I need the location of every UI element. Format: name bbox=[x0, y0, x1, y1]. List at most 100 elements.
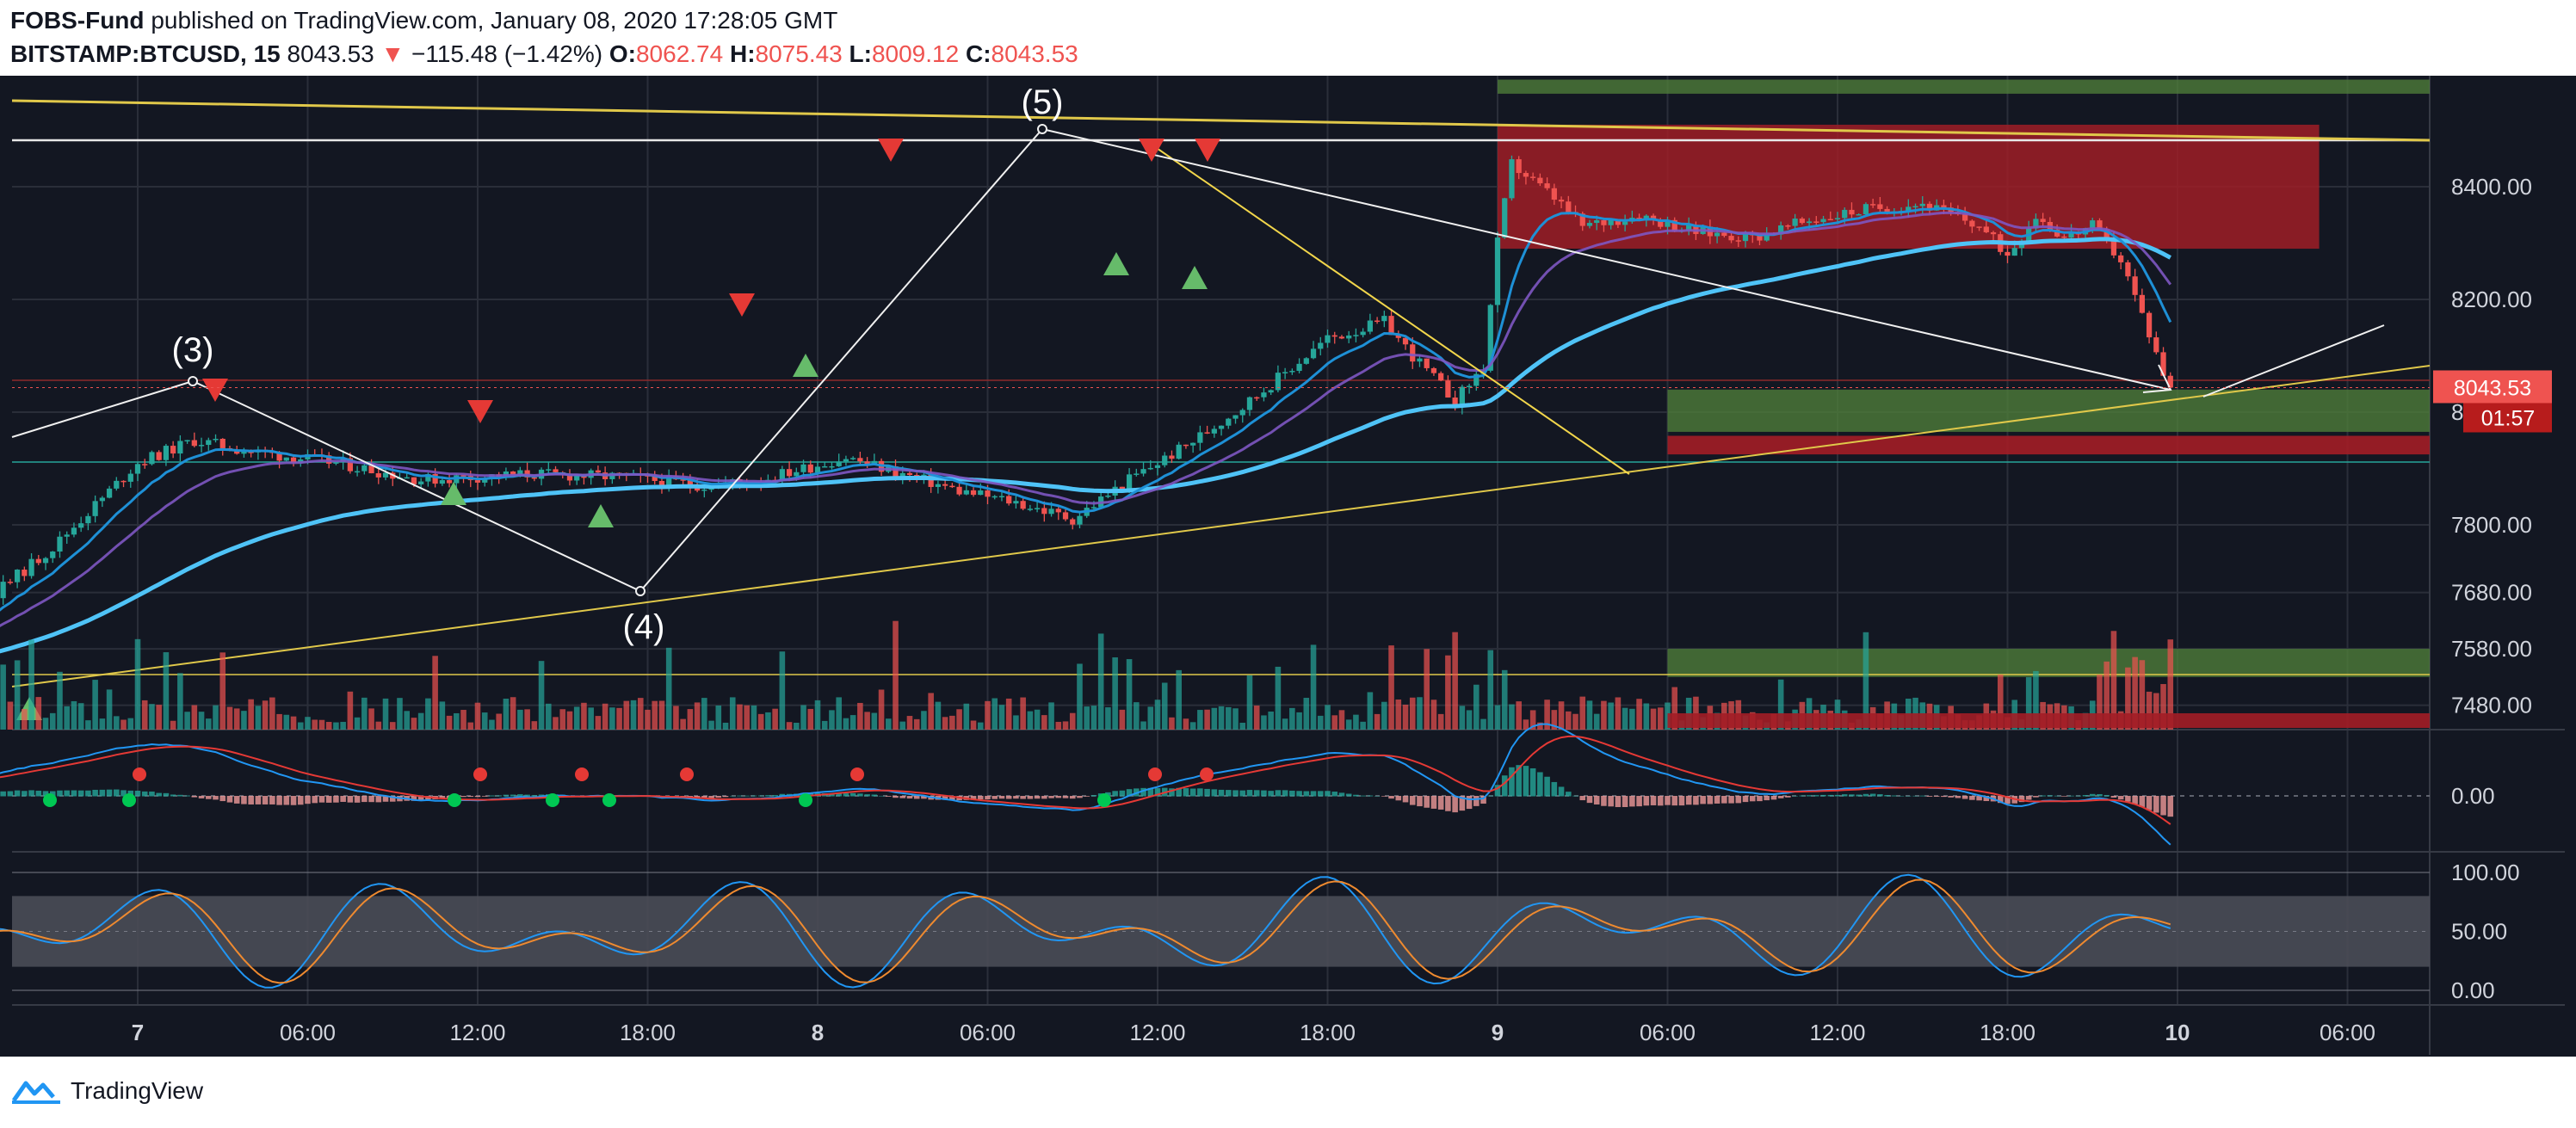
macd-bar bbox=[2089, 793, 2096, 797]
macd-bar bbox=[1325, 791, 1331, 797]
candle-body bbox=[382, 472, 389, 478]
volume-bar bbox=[609, 707, 615, 730]
last-price-tag bbox=[2433, 370, 2552, 404]
volume-bar bbox=[1112, 657, 1118, 730]
volume-bar bbox=[454, 712, 460, 730]
volume-bar bbox=[1041, 715, 1047, 730]
macd-bar bbox=[2103, 795, 2110, 797]
macd-bar bbox=[1169, 788, 1175, 797]
macd-bar bbox=[1629, 796, 1635, 807]
volume-bar bbox=[786, 722, 793, 730]
macd-bar bbox=[1494, 785, 1501, 797]
candle-body bbox=[1665, 219, 1671, 227]
macd-bar bbox=[1452, 796, 1458, 813]
macd-bar bbox=[85, 790, 91, 797]
price-tick-label: 8200.00 bbox=[2451, 287, 2532, 312]
macd-bar bbox=[1005, 796, 1012, 799]
macd-bar bbox=[1034, 796, 1041, 799]
macd-bar bbox=[1154, 788, 1161, 797]
volume-bar bbox=[1239, 722, 1246, 730]
ma-purple-line bbox=[0, 211, 2172, 627]
macd-bar bbox=[1714, 796, 1720, 804]
candle-body bbox=[864, 461, 870, 465]
volume-bar bbox=[977, 722, 984, 730]
volume-bar bbox=[1622, 707, 1628, 730]
tradingview-footer[interactable]: TradingView bbox=[12, 1077, 203, 1105]
candle-body bbox=[1134, 473, 1140, 475]
volume-bar bbox=[878, 689, 885, 730]
macd-bar bbox=[1961, 796, 1968, 799]
candle-body bbox=[1544, 183, 1550, 188]
macd-bar bbox=[191, 796, 198, 798]
candle-body bbox=[708, 488, 714, 490]
volume-bar bbox=[1345, 719, 1352, 730]
macd-bar bbox=[1105, 792, 1111, 797]
volume-bar bbox=[658, 700, 665, 730]
candle-body bbox=[1119, 486, 1125, 490]
candle-body bbox=[213, 439, 219, 441]
candle-body bbox=[127, 473, 133, 482]
publisher-name[interactable]: FOBS-Fund bbox=[10, 7, 145, 34]
volume-bar bbox=[906, 716, 913, 730]
macd-bar bbox=[2153, 796, 2159, 813]
volume-bar bbox=[1636, 699, 1642, 730]
volume-bar bbox=[1657, 707, 1664, 730]
candle-body bbox=[566, 473, 573, 481]
volume-bar bbox=[510, 697, 516, 730]
macd-bar bbox=[141, 791, 148, 797]
macd-bar bbox=[1360, 795, 1366, 797]
candle-body bbox=[1154, 465, 1161, 468]
candle-body bbox=[1502, 198, 1508, 238]
volume-bar bbox=[325, 722, 332, 730]
volume-bar bbox=[843, 718, 849, 730]
support-zone-4 bbox=[1498, 79, 2430, 94]
macd-bar bbox=[1749, 796, 1756, 802]
volume-bar bbox=[1062, 721, 1069, 730]
volume-bar bbox=[588, 707, 594, 730]
macd-cross-dot bbox=[575, 767, 589, 781]
candle-body bbox=[680, 479, 686, 481]
candle-body bbox=[120, 480, 127, 483]
macd-bar bbox=[1636, 796, 1642, 807]
macd-bar bbox=[1601, 796, 1607, 806]
candle-body bbox=[991, 496, 998, 498]
macd-bar bbox=[57, 790, 63, 797]
volume-bar bbox=[1473, 684, 1480, 730]
macd-bar bbox=[382, 796, 389, 802]
candle-body bbox=[2033, 219, 2039, 229]
macd-bar bbox=[1884, 794, 1890, 797]
macd-bar bbox=[206, 796, 212, 799]
volume-bar bbox=[184, 712, 190, 730]
macd-bar bbox=[213, 796, 219, 800]
macd-bar bbox=[737, 795, 743, 797]
volume-bar bbox=[1586, 700, 1593, 730]
volume-bar bbox=[708, 720, 714, 730]
macd-bar bbox=[1402, 796, 1409, 803]
macd-bar bbox=[871, 794, 878, 797]
volume-bar bbox=[694, 702, 701, 730]
volume-bar bbox=[1154, 700, 1161, 730]
volume-bar bbox=[623, 700, 630, 730]
macd-bar bbox=[77, 790, 84, 797]
sell-signal-icon bbox=[878, 139, 904, 162]
candle-body bbox=[177, 441, 183, 454]
volume-bar bbox=[715, 706, 722, 730]
candle-body bbox=[1480, 370, 1486, 374]
macd-bar bbox=[1268, 791, 1274, 797]
time-tick-label: 06:00 bbox=[1640, 1020, 1696, 1045]
macd-bar bbox=[913, 796, 920, 799]
macd-bar bbox=[1310, 791, 1317, 797]
wave-pivot bbox=[1037, 124, 1047, 134]
wave-label: (3) bbox=[172, 331, 214, 369]
macd-bar bbox=[1728, 796, 1734, 804]
volume-bar bbox=[737, 704, 743, 730]
volume-bar bbox=[546, 703, 552, 730]
macd-bar bbox=[354, 796, 361, 803]
volume-bar bbox=[1572, 713, 1578, 730]
candle-body bbox=[1367, 320, 1374, 332]
macd-bar bbox=[998, 796, 1005, 799]
candle-body bbox=[1579, 213, 1585, 226]
projection-line-yellow bbox=[1151, 144, 1630, 475]
macd-bar bbox=[1955, 796, 1961, 798]
